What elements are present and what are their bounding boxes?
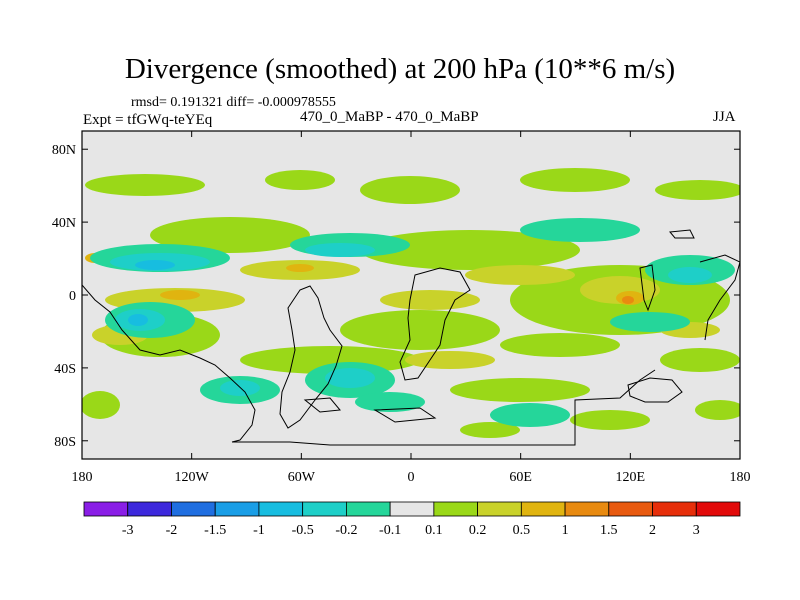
field-blob	[450, 378, 590, 402]
colorbar-label: 1.5	[600, 523, 618, 538]
field-blob	[85, 174, 205, 196]
field-blob	[360, 176, 460, 204]
field-blob	[380, 290, 480, 310]
field-blob	[655, 180, 740, 200]
field-blob	[265, 170, 335, 190]
x-tick-label: 180	[730, 470, 751, 485]
x-tick-label: 60E	[509, 470, 532, 485]
colorbar-swatch	[608, 501, 653, 517]
x-tick-label: 180	[72, 470, 93, 485]
field-band-darkorange	[622, 296, 634, 304]
colorbar-label: -2	[166, 523, 178, 538]
colorbar-swatch	[520, 501, 566, 517]
coastline-islands	[303, 229, 695, 423]
colorbar-swatch	[564, 501, 610, 517]
field-blob	[305, 243, 375, 257]
x-tick-label: 120E	[616, 470, 646, 485]
field-blob	[668, 267, 712, 283]
divergence-field	[82, 168, 740, 438]
field-blob	[610, 312, 690, 332]
colorbar-label: -1	[253, 523, 265, 538]
field-blob	[135, 260, 175, 270]
y-tick-label: 0	[69, 289, 76, 304]
coastline-africa	[399, 267, 471, 381]
field-blob	[520, 168, 630, 192]
field-blob	[128, 314, 148, 326]
field-blob	[520, 218, 640, 242]
coastline-asia	[639, 264, 656, 312]
field-blob	[355, 392, 425, 412]
colorbar-swatch	[302, 501, 347, 517]
colorbar-swatch	[652, 501, 697, 517]
x-tick-label: 120W	[175, 470, 210, 485]
colorbar-swatch	[171, 501, 216, 517]
colorbar-label: -0.1	[379, 523, 401, 538]
y-tick-label: 40S	[54, 362, 76, 377]
colorbar-swatch	[695, 501, 741, 517]
x-tick-label: 0	[408, 470, 415, 485]
colorbar-label: 0.2	[469, 523, 487, 538]
colorbar-label: 2	[649, 523, 656, 538]
field-blob	[490, 403, 570, 427]
colorbar-swatch	[127, 501, 172, 517]
coastline-north-america	[82, 284, 256, 443]
colorbar-swatch	[433, 501, 479, 517]
coastline-antarctica	[232, 369, 656, 446]
field-blob	[325, 368, 375, 388]
colorbar-swatch	[83, 501, 129, 517]
y-tick-label: 40N	[52, 216, 76, 231]
field-blob	[465, 265, 575, 285]
field-blob	[160, 290, 200, 300]
coastline-south-america	[279, 285, 343, 429]
field-blob	[695, 400, 740, 420]
field-blob	[500, 333, 620, 357]
case-label: 470_0_MaBP - 470_0_MaBP	[300, 109, 479, 125]
field-blob	[622, 296, 634, 304]
field-blob	[286, 264, 314, 272]
field-blob	[340, 310, 500, 350]
field-blob	[360, 230, 580, 270]
field-blob	[405, 351, 495, 369]
field-blob	[460, 422, 520, 438]
coastline-australia	[627, 377, 683, 403]
y-tick-label: 80S	[54, 435, 76, 450]
experiment-label: Expt = tfGWq-teYEq	[83, 112, 213, 128]
colorbar-label: -0.2	[335, 523, 357, 538]
colorbar-label: 1	[562, 523, 569, 538]
stats-label: rmsd= 0.191321 diff= -0.000978555	[131, 95, 336, 110]
season-label: JJA	[713, 109, 736, 125]
field-band-cyan	[128, 260, 175, 326]
field-blob	[660, 348, 740, 372]
colorbar-label: -1.5	[204, 523, 226, 538]
colorbar-swatch	[389, 501, 435, 517]
colorbar: -3 -2 -1.5 -1 -0.5 -0.2 -0.1 0.1 0.2 0.5 1 1.5 2 3	[83, 501, 741, 538]
coastlines	[82, 229, 740, 446]
field-blob	[570, 410, 650, 430]
colorbar-label: 0.5	[513, 523, 531, 538]
field-blob	[82, 391, 120, 419]
colorbar-swatch	[258, 501, 304, 517]
y-axis: 80N 40N 0 40S 80S	[52, 143, 740, 450]
colorbar-label: -3	[122, 523, 134, 538]
coastline-indonesia	[699, 254, 740, 341]
chart-title: Divergence (smoothed) at 200 hPa (10**6 …	[124, 53, 676, 85]
colorbar-swatch	[345, 501, 391, 517]
x-tick-label: 60W	[288, 470, 316, 485]
colorbar-swatch	[214, 501, 260, 517]
colorbar-label: -0.5	[292, 523, 314, 538]
colorbar-label: 3	[693, 523, 700, 538]
y-tick-label: 80N	[52, 143, 76, 158]
x-axis: 180 120W 60W 0 60E 120E 180	[72, 131, 751, 485]
colorbar-swatch	[477, 501, 522, 517]
field-blob	[150, 217, 310, 253]
colorbar-label: 0.1	[425, 523, 443, 538]
